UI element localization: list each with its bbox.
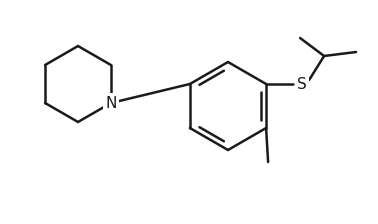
Text: S: S xyxy=(297,77,307,91)
Text: N: N xyxy=(105,95,116,110)
